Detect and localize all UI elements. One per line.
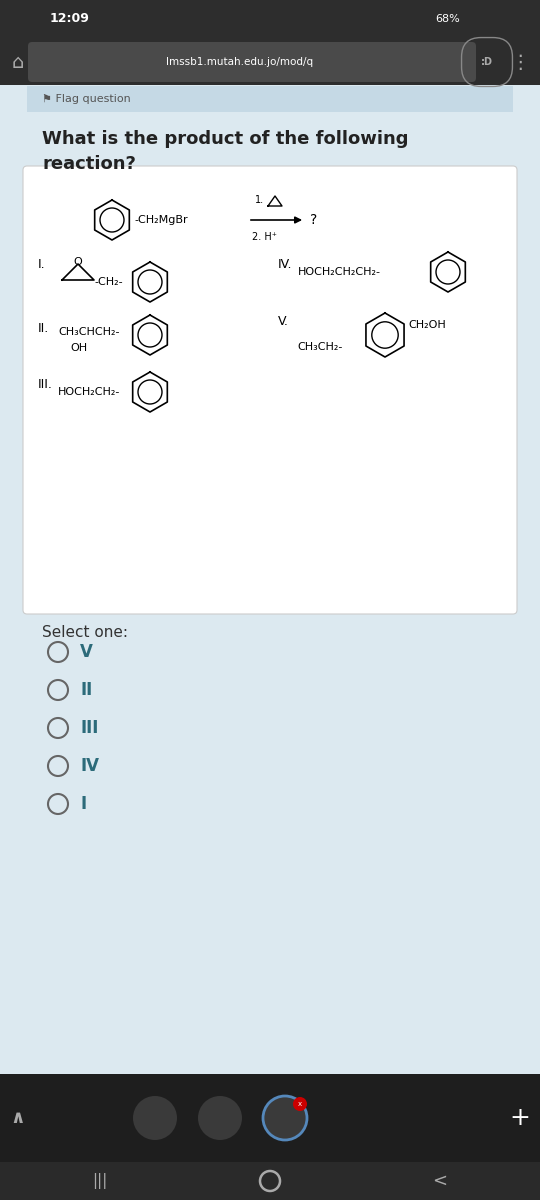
Text: ∧: ∧ bbox=[11, 1109, 25, 1127]
FancyBboxPatch shape bbox=[23, 166, 517, 614]
Text: CH₃CHCH₂-: CH₃CHCH₂- bbox=[58, 326, 119, 337]
Circle shape bbox=[293, 1097, 307, 1111]
Bar bbox=[0, 110, 540, 1110]
Text: I.: I. bbox=[38, 258, 45, 271]
Text: x: x bbox=[298, 1102, 302, 1106]
Text: What is the product of the following
reaction?: What is the product of the following rea… bbox=[42, 130, 408, 173]
Text: ⌂: ⌂ bbox=[12, 53, 24, 72]
Text: CH₃CH₂-: CH₃CH₂- bbox=[297, 342, 342, 352]
Text: -CH₂MgBr: -CH₂MgBr bbox=[134, 215, 187, 226]
Text: IV: IV bbox=[80, 757, 99, 775]
Bar bbox=[0, 1162, 540, 1200]
Text: V: V bbox=[80, 643, 93, 661]
Text: II.: II. bbox=[38, 322, 49, 335]
Text: 1.: 1. bbox=[255, 194, 264, 205]
Text: +: + bbox=[510, 1106, 530, 1130]
Circle shape bbox=[133, 1096, 177, 1140]
Text: 2. H⁺: 2. H⁺ bbox=[252, 232, 277, 242]
Text: -CH₂-: -CH₂- bbox=[94, 277, 123, 287]
Text: O: O bbox=[73, 257, 83, 266]
Text: HOCH₂CH₂-: HOCH₂CH₂- bbox=[58, 386, 120, 397]
Text: 12:09: 12:09 bbox=[50, 12, 90, 25]
Text: Select one:: Select one: bbox=[42, 625, 128, 640]
Circle shape bbox=[198, 1096, 242, 1140]
Text: IV.: IV. bbox=[278, 258, 293, 271]
Bar bbox=[0, 1074, 540, 1162]
Text: |||: ||| bbox=[92, 1174, 107, 1189]
Text: ⋮: ⋮ bbox=[510, 53, 530, 72]
Bar bbox=[27, 86, 513, 112]
Text: V.: V. bbox=[278, 314, 289, 328]
Text: CH₂OH: CH₂OH bbox=[408, 320, 446, 330]
Text: 68%: 68% bbox=[435, 14, 460, 24]
Text: HOCH₂CH₂CH₂-: HOCH₂CH₂CH₂- bbox=[298, 266, 381, 277]
Text: ?: ? bbox=[310, 214, 318, 227]
Text: III: III bbox=[80, 719, 98, 737]
Text: <: < bbox=[433, 1172, 448, 1190]
Text: lmssb1.mutah.edu.jo/mod/q: lmssb1.mutah.edu.jo/mod/q bbox=[166, 56, 314, 67]
Text: I: I bbox=[80, 794, 86, 814]
Text: II: II bbox=[80, 680, 92, 698]
Text: :D: :D bbox=[481, 56, 493, 67]
Bar bbox=[0, 0, 540, 38]
Circle shape bbox=[263, 1096, 307, 1140]
Bar bbox=[0, 38, 540, 85]
Text: III.: III. bbox=[38, 378, 53, 391]
Text: OH: OH bbox=[70, 343, 87, 353]
Text: ⚑ Flag question: ⚑ Flag question bbox=[42, 94, 131, 104]
FancyBboxPatch shape bbox=[28, 42, 476, 82]
